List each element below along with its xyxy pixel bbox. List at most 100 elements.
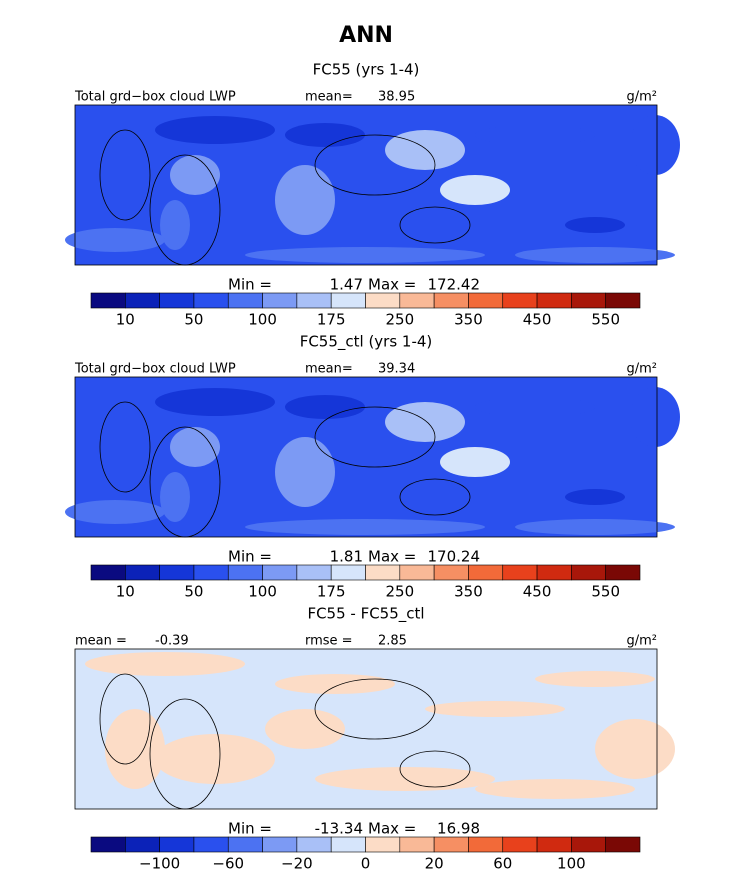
map-region bbox=[155, 116, 275, 144]
colorbar-tick-label: 350 bbox=[454, 583, 483, 601]
colorbar-tick-label: −20 bbox=[281, 855, 313, 873]
map-region bbox=[245, 519, 485, 535]
coastline bbox=[399, 206, 471, 244]
map-region bbox=[385, 130, 465, 170]
colorbar-tick-label: 550 bbox=[591, 583, 620, 601]
units: g/m² bbox=[626, 362, 657, 377]
colorbar-tick-label: 550 bbox=[591, 311, 620, 329]
colorbar-box bbox=[330, 564, 366, 581]
colorbar-box bbox=[227, 292, 263, 309]
map bbox=[65, 104, 680, 266]
map-region bbox=[475, 397, 595, 417]
map-region bbox=[65, 228, 165, 252]
map-region bbox=[315, 767, 495, 791]
colorbar-box bbox=[365, 292, 401, 309]
coastline bbox=[99, 673, 151, 765]
colorbar-tick-label: −100 bbox=[139, 855, 180, 873]
colorbar-box bbox=[296, 292, 332, 309]
coastline bbox=[314, 406, 436, 468]
colorbar-tick-label: 450 bbox=[523, 311, 552, 329]
map-region bbox=[475, 125, 595, 145]
colorbar-tick-label: 450 bbox=[523, 583, 552, 601]
colorbar-box bbox=[365, 564, 401, 581]
colorbar-box bbox=[330, 836, 366, 853]
colorbar-box bbox=[433, 292, 469, 309]
colorbar-box bbox=[262, 292, 298, 309]
colorbar-box bbox=[571, 836, 606, 853]
map bbox=[74, 648, 675, 810]
map-region bbox=[160, 200, 190, 250]
colorbar-box bbox=[296, 836, 332, 853]
panel-title: FC55_ctl (yrs 1-4) bbox=[300, 333, 433, 352]
stat-label: mean = bbox=[75, 634, 127, 649]
colorbar-box bbox=[262, 564, 298, 581]
colorbar-tick-label: 175 bbox=[317, 311, 346, 329]
map-region bbox=[85, 652, 245, 676]
map-region bbox=[595, 719, 675, 779]
colorbar-box bbox=[365, 836, 401, 853]
map-region bbox=[275, 437, 335, 507]
colorbar-box bbox=[330, 292, 366, 309]
colorbar-box bbox=[502, 564, 538, 581]
stat-label: mean= bbox=[305, 90, 353, 105]
colorbar-box bbox=[227, 564, 263, 581]
stat-label: rmse = bbox=[305, 634, 353, 649]
map-region bbox=[170, 155, 220, 195]
colorbar-box bbox=[159, 564, 195, 581]
colorbar-box bbox=[605, 564, 641, 581]
panel-title: FC55 - FC55_ctl bbox=[307, 605, 424, 624]
stat-label: mean= bbox=[305, 362, 353, 377]
colorbar-box bbox=[433, 836, 469, 853]
coastline bbox=[314, 678, 436, 740]
map-region bbox=[105, 709, 165, 789]
map-region bbox=[285, 395, 365, 419]
map-region bbox=[630, 387, 680, 447]
colorbar-box bbox=[571, 564, 606, 581]
stat-value: 38.95 bbox=[378, 90, 415, 105]
max-value: 170.24 bbox=[428, 548, 481, 566]
colorbar-tick-label: 60 bbox=[493, 855, 512, 873]
panel-title: FC55 (yrs 1-4) bbox=[313, 61, 420, 79]
stat-value: 39.34 bbox=[378, 362, 415, 377]
coastline bbox=[314, 134, 436, 196]
colorbar-box bbox=[468, 292, 504, 309]
colorbar-tick-label: 100 bbox=[248, 311, 277, 329]
stat-value: 2.85 bbox=[378, 634, 407, 649]
colorbar-tick-label: 10 bbox=[116, 311, 135, 329]
map-region bbox=[475, 779, 635, 799]
colorbar-box bbox=[468, 564, 504, 581]
colorbar-box bbox=[159, 292, 195, 309]
colorbar-box bbox=[399, 292, 435, 309]
colorbar-tick-label: 250 bbox=[385, 311, 414, 329]
colorbar-tick-label: 50 bbox=[184, 583, 203, 601]
colorbar-box bbox=[193, 836, 229, 853]
map-frame bbox=[74, 648, 658, 810]
min-label: Min = bbox=[228, 548, 272, 566]
map-region bbox=[275, 674, 395, 694]
map-region bbox=[385, 402, 465, 442]
map-frame bbox=[74, 104, 658, 266]
max-label: Max = bbox=[368, 820, 416, 838]
map-region bbox=[285, 123, 365, 147]
min-value: 1.47 bbox=[330, 276, 363, 294]
coastline bbox=[99, 129, 151, 221]
field-label: Total grd−box cloud LWP bbox=[74, 362, 236, 377]
map-region bbox=[630, 115, 680, 175]
coastline bbox=[399, 750, 471, 788]
colorbar-box bbox=[90, 292, 126, 309]
colorbar-box bbox=[399, 564, 435, 581]
map-region bbox=[160, 472, 190, 522]
map-region bbox=[440, 175, 510, 205]
map-region bbox=[515, 247, 675, 263]
colorbar-box bbox=[296, 564, 332, 581]
map-region bbox=[425, 701, 565, 717]
colorbar-tick-label: 20 bbox=[425, 855, 444, 873]
max-label: Max = bbox=[368, 276, 416, 294]
max-value: 16.98 bbox=[437, 820, 480, 838]
colorbar-tick-label: 10 bbox=[116, 583, 135, 601]
map-region bbox=[275, 165, 335, 235]
colorbar-box bbox=[227, 836, 263, 853]
colorbar-tick-label: 50 bbox=[184, 311, 203, 329]
map-region bbox=[245, 247, 485, 263]
